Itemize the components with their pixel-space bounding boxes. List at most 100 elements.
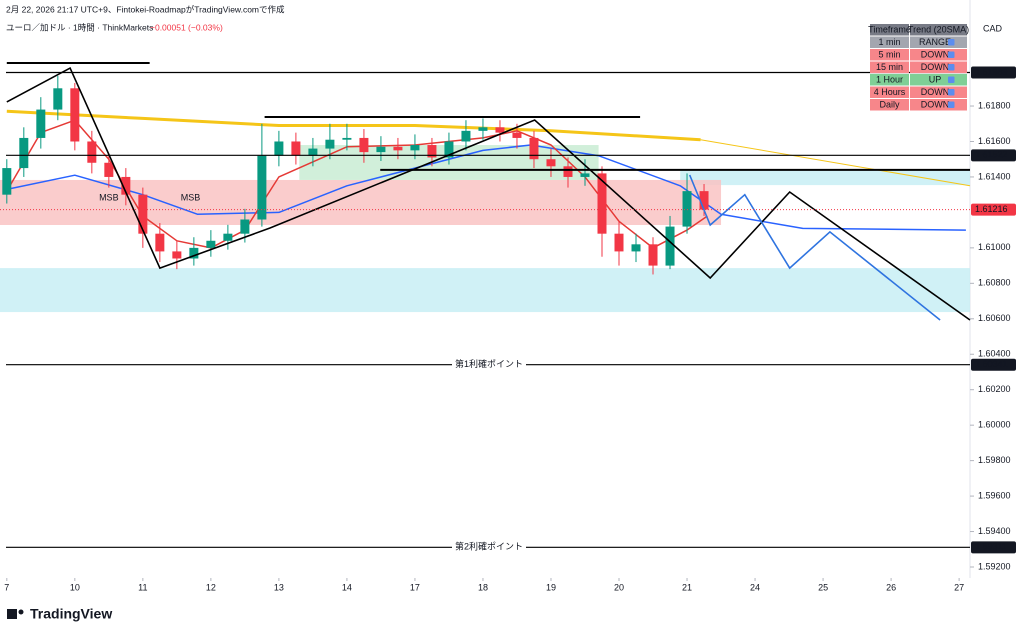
level-text: 第2利確ポイント <box>455 541 523 552</box>
candle-body <box>87 141 97 163</box>
annotation: MSB <box>99 193 119 203</box>
table-cell <box>910 61 967 73</box>
trend-icon <box>948 64 955 71</box>
symbol: ユーロ／加ドル · 1時間 · ThinkMarkets <box>6 22 153 32</box>
y-tick-label: 1.59400 <box>978 526 1011 536</box>
candle-body <box>682 191 692 227</box>
y-tick-label: 1.59800 <box>978 455 1011 465</box>
x-tick-label: 10 <box>70 582 80 592</box>
y-tick-label: 1.61600 <box>978 136 1011 146</box>
candle-body <box>563 166 573 177</box>
trend: UP <box>929 75 942 85</box>
timeframe: 5 min <box>878 50 900 60</box>
price-label: 1.60341 <box>975 359 1008 369</box>
x-tick-label: 20 <box>614 582 624 592</box>
zone <box>680 169 970 186</box>
logo-text: TradingView <box>30 606 112 622</box>
candle-body <box>461 130 471 142</box>
price-label-box <box>971 358 1016 371</box>
x-tick-label: 11 <box>138 582 147 592</box>
y-tick-label: 1.60200 <box>978 384 1011 394</box>
trend-icon <box>948 101 955 108</box>
candle-body <box>342 137 352 140</box>
candle-body <box>2 168 12 195</box>
zigzag <box>6 66 971 321</box>
candle-body <box>478 127 488 131</box>
candle-body <box>291 141 301 156</box>
price-label: 1.59311 <box>975 542 1007 552</box>
candle-body <box>427 145 437 158</box>
candle-body <box>597 173 607 234</box>
table-cell <box>870 61 909 73</box>
price-label-box <box>971 541 1016 554</box>
trend: DOWN <box>921 100 950 110</box>
trend: DOWN <box>921 62 950 72</box>
x-tick-label: 13 <box>274 582 284 592</box>
candle-body <box>512 132 522 138</box>
table-cell <box>910 36 967 48</box>
candle-body <box>189 247 199 259</box>
candle-body <box>104 162 114 177</box>
timeframe: 1 min <box>878 37 900 47</box>
logo-mark <box>7 609 17 619</box>
x-tick-label: 18 <box>478 582 488 592</box>
x-tick-label: 14 <box>342 582 352 592</box>
x-tick-label: 17 <box>410 582 420 592</box>
candle-body <box>308 148 318 156</box>
price-label: 1.61989 <box>975 67 1008 77</box>
timeframe: 4 Hours <box>874 87 906 97</box>
candle-body <box>155 233 165 252</box>
zone <box>0 268 970 313</box>
candle-body <box>529 137 539 160</box>
y-tick-label: 1.60600 <box>978 313 1011 323</box>
candle-body <box>36 109 46 138</box>
y-tick-label: 1.61000 <box>978 242 1011 252</box>
candle-body <box>580 173 590 177</box>
y-tick-label: 1.61400 <box>978 171 1011 181</box>
x-tick-label: 21 <box>682 582 692 592</box>
price-label-box <box>971 203 1016 216</box>
caption: 2月 22, 2026 21:17 UTC+9、Fintokei-Roadmap… <box>6 4 285 14</box>
timeframe: 15 min <box>876 62 903 72</box>
table-cell <box>870 86 909 98</box>
candle-body <box>206 240 216 248</box>
change: −0.00051 (−0.03%) <box>150 22 223 32</box>
candle-body <box>70 88 80 142</box>
indicator-line <box>6 109 701 142</box>
candle-body <box>240 219 250 234</box>
x-tick-label: 26 <box>886 582 896 592</box>
trend: RANGE <box>919 37 951 47</box>
trend-icon <box>948 51 955 58</box>
trend: DOWN <box>921 87 950 97</box>
candle-body <box>393 146 403 151</box>
timeframe: 1 Hour <box>876 75 903 85</box>
candle-body <box>665 226 675 266</box>
x-tick-label: 24 <box>750 582 760 592</box>
logo-mark <box>18 609 24 615</box>
table-header: Trend (20SMA) <box>908 25 969 35</box>
zigzag <box>688 174 941 321</box>
candle-body <box>699 191 709 210</box>
candle-body <box>631 244 641 252</box>
x-tick-label: 12 <box>206 582 216 592</box>
candle-body <box>19 137 29 169</box>
logo: TradingView <box>7 606 112 622</box>
candle-body <box>223 233 233 241</box>
candle-body <box>495 127 505 133</box>
currency: CAD <box>983 23 1003 33</box>
annotation: MSB <box>181 193 201 203</box>
indicator-line <box>700 139 971 187</box>
candle-body <box>138 194 148 234</box>
price-label: 1.61216 <box>975 204 1008 214</box>
table-cell <box>910 74 967 86</box>
x-tick-label: 7 <box>4 582 9 592</box>
price-label: 1.61522 <box>975 150 1008 160</box>
table-cell <box>870 74 909 86</box>
table-header-cell <box>870 24 909 36</box>
y-tick-label: 1.59200 <box>978 561 1011 571</box>
candle-body <box>376 146 386 153</box>
timeframe: Daily <box>879 100 900 110</box>
y-tick-label: 1.60000 <box>978 420 1011 430</box>
table-header: Timeframe <box>868 25 911 35</box>
